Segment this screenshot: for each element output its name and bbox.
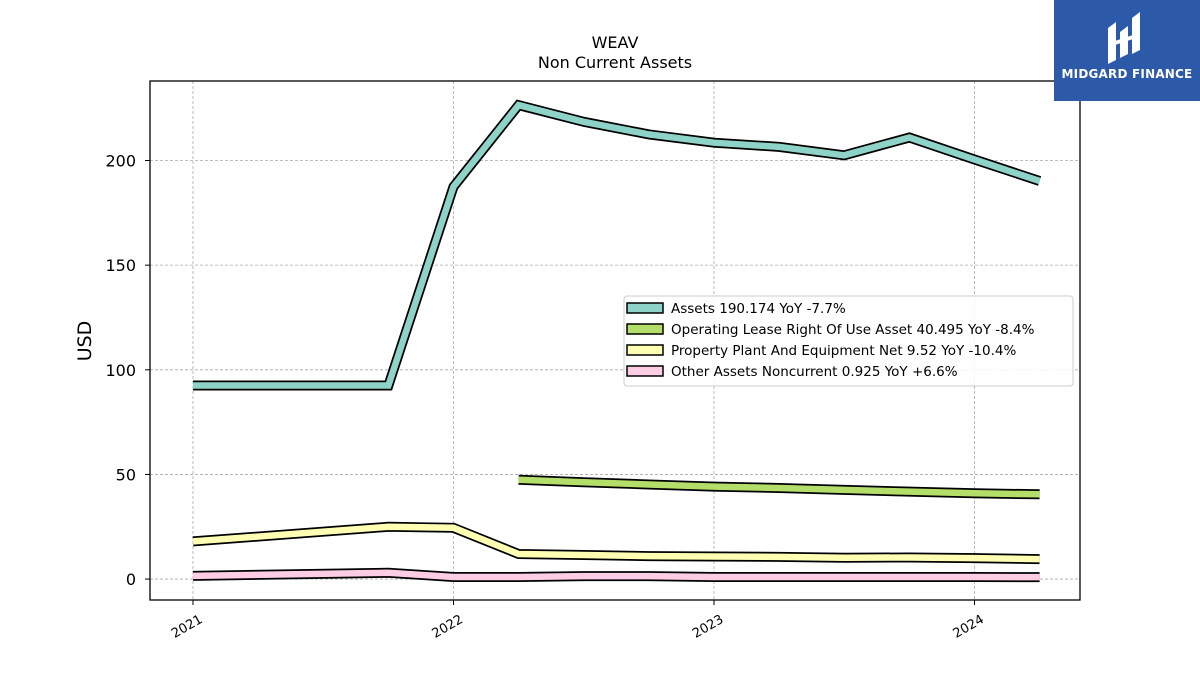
x-tick-label: 2024 bbox=[951, 612, 987, 642]
plot-frame bbox=[149, 80, 1081, 601]
midgard-logo-icon bbox=[1108, 12, 1140, 64]
y-tick-label: 150 bbox=[105, 256, 136, 275]
series-core bbox=[192, 569, 1040, 581]
legend: Assets 190.174 YoY -7.7% Operating Lease … bbox=[623, 295, 1074, 387]
midgard-finance-logo: MIDGARD FINANCE bbox=[1054, 0, 1200, 101]
logo-text: MIDGARD FINANCE bbox=[1061, 67, 1193, 81]
y-tick-label: 100 bbox=[105, 361, 136, 380]
series-line-2 bbox=[192, 521, 1040, 565]
series-core bbox=[193, 101, 1041, 389]
series-lines bbox=[192, 99, 1042, 583]
legend-swatch bbox=[626, 365, 664, 377]
y-tick-label: 50 bbox=[116, 465, 136, 484]
x-tick-label: 2022 bbox=[430, 612, 466, 642]
chart-subtitle: Non Current Assets bbox=[538, 53, 692, 72]
legend-box bbox=[623, 295, 1074, 387]
legend-label: Assets 190.174 YoY -7.7% bbox=[671, 301, 846, 317]
axis-ticks: 0 50 100 150 200 2021 2022 2023 2024 bbox=[105, 152, 986, 642]
grid bbox=[150, 81, 1080, 600]
series-core bbox=[192, 523, 1040, 563]
legend-swatch bbox=[626, 323, 664, 335]
y-tick-label: 200 bbox=[105, 152, 136, 171]
x-tick-label: 2023 bbox=[690, 612, 726, 642]
legend-swatch bbox=[626, 302, 664, 314]
series-line-3 bbox=[192, 567, 1040, 583]
series-line-1 bbox=[518, 474, 1040, 500]
chart-title: WEAV bbox=[592, 33, 639, 52]
y-axis-label: USD bbox=[74, 321, 96, 362]
legend-swatch bbox=[626, 344, 664, 356]
legend-label: Other Assets Noncurrent 0.925 YoY +6.6% bbox=[671, 364, 958, 380]
series-line-0 bbox=[193, 99, 1042, 391]
y-tick-label: 0 bbox=[126, 570, 136, 589]
series-core bbox=[518, 476, 1040, 498]
legend-label: Property Plant And Equipment Net 9.52 Yo… bbox=[671, 343, 1016, 359]
x-tick-label: 2021 bbox=[169, 612, 205, 642]
legend-label: Operating Lease Right Of Use Asset 40.49… bbox=[671, 322, 1035, 338]
